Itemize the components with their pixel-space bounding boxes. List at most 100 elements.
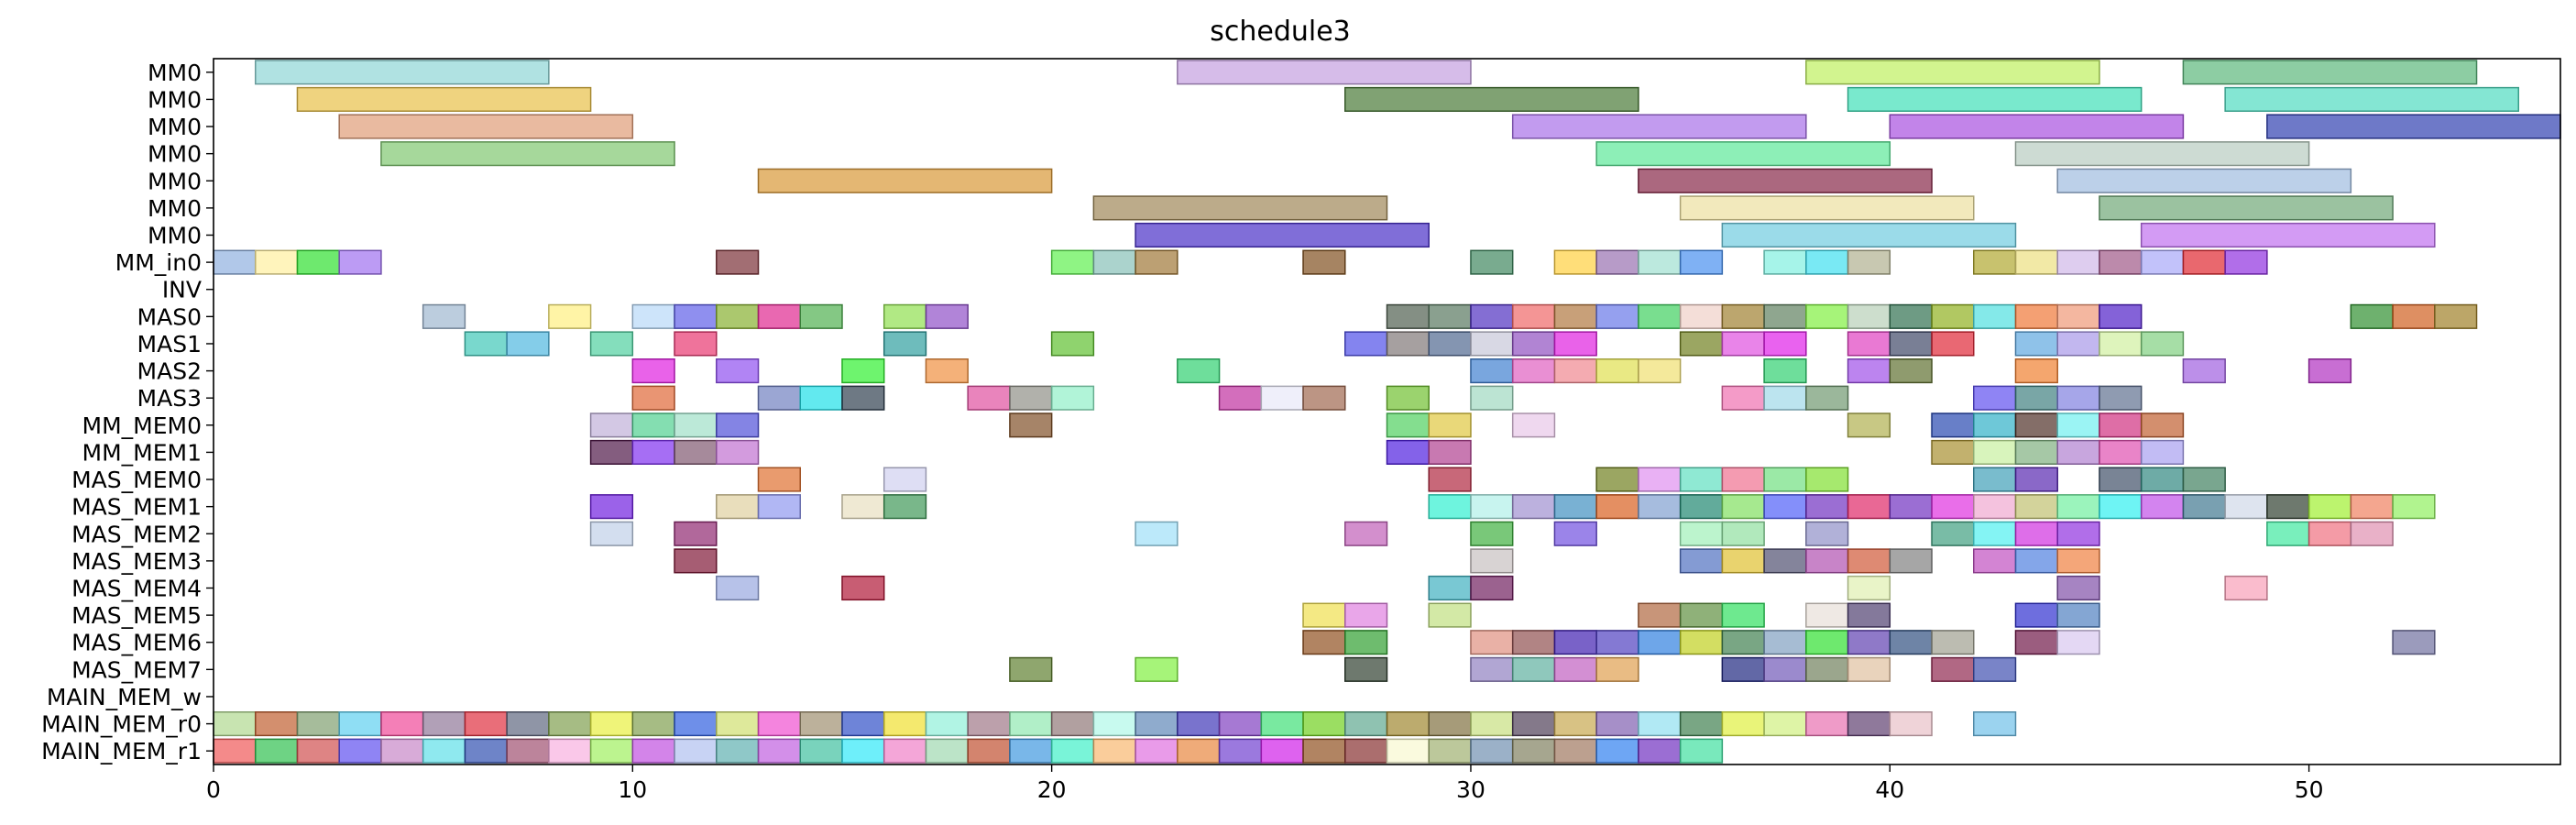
task-bar	[1847, 331, 1891, 357]
task-bar	[2014, 358, 2058, 384]
task-bar	[2140, 331, 2185, 357]
task-bar	[1302, 630, 1346, 655]
task-bar	[1595, 467, 1639, 492]
task-bar	[2099, 412, 2143, 438]
task-bar	[1805, 60, 2100, 85]
task-bar	[1889, 331, 1933, 357]
task-bar	[548, 303, 592, 329]
task-bar	[1470, 249, 1514, 275]
task-bar	[1553, 249, 1597, 275]
task-bar	[674, 738, 718, 764]
task-bar	[1763, 467, 1807, 492]
task-bar	[2099, 249, 2143, 275]
task-bar	[1638, 711, 1682, 737]
task-bar	[2056, 385, 2100, 411]
task-bar	[2014, 385, 2058, 411]
task-bar	[1889, 494, 1933, 520]
task-bar	[1763, 494, 1807, 520]
task-bar	[589, 711, 634, 737]
task-bar	[589, 494, 634, 520]
y-tick-label: MAS_MEM4	[71, 576, 202, 602]
task-bar	[674, 331, 718, 357]
task-bar	[1009, 385, 1053, 411]
task-bar	[1721, 521, 1765, 546]
task-bar	[1470, 575, 1514, 601]
task-bar	[2056, 548, 2100, 574]
y-tick-label: MM0	[148, 223, 202, 249]
task-bar	[1135, 521, 1178, 546]
task-bar	[1679, 467, 1724, 492]
chart-title: schedule3	[1210, 16, 1351, 48]
task-bar	[1428, 711, 1472, 737]
task-bar	[1679, 521, 1724, 546]
task-bar	[1553, 494, 1597, 520]
task-bar	[1428, 738, 1472, 764]
task-bar	[716, 711, 760, 737]
task-bar	[882, 303, 927, 329]
task-bar	[1428, 412, 1472, 438]
task-bar	[1973, 385, 2017, 411]
task-bar	[1050, 249, 1095, 275]
task-bar	[296, 711, 340, 737]
task-bar	[296, 86, 592, 112]
task-bar	[380, 711, 424, 737]
task-bar	[1721, 222, 2017, 248]
task-bar	[1595, 656, 1639, 682]
task-bar	[631, 303, 675, 329]
task-bar	[1847, 602, 1891, 628]
task-bar	[1218, 711, 1263, 737]
task-bar	[1931, 439, 1975, 465]
task-bar	[1638, 630, 1682, 655]
task-bar	[1763, 630, 1807, 655]
y-tick-label: MAS_MEM0	[71, 467, 202, 493]
task-bar	[1511, 738, 1556, 764]
task-bar	[1805, 303, 1849, 329]
task-bar	[422, 711, 466, 737]
task-bar	[1847, 358, 1891, 384]
task-bar	[1805, 521, 1849, 546]
task-bar	[338, 738, 382, 764]
task-bar	[674, 303, 718, 329]
task-bar	[1805, 630, 1849, 655]
task-bar	[338, 711, 382, 737]
task-bar	[2099, 385, 2143, 411]
task-bar	[1805, 548, 1849, 574]
task-bar	[2307, 521, 2352, 546]
task-bar	[925, 738, 969, 764]
task-bar	[631, 711, 675, 737]
y-tick-label: MAS2	[137, 358, 202, 385]
x-axis: 0 10 20 30 40 50	[206, 764, 2324, 803]
task-bar	[2099, 303, 2143, 329]
task-bar	[1931, 521, 1975, 546]
task-bar	[1386, 412, 1430, 438]
task-bar	[1889, 711, 1933, 737]
task-bar	[1679, 711, 1724, 737]
task-bar	[716, 412, 760, 438]
task-bar	[1177, 358, 1221, 384]
task-bar	[213, 738, 257, 764]
task-bar	[757, 303, 802, 329]
task-bar	[2056, 439, 2100, 465]
task-bar	[1679, 738, 1724, 764]
task-bar	[2350, 521, 2394, 546]
task-bar	[1177, 711, 1221, 737]
task-bar	[1847, 412, 1891, 438]
task-bar	[2014, 494, 2058, 520]
task-bar	[1470, 738, 1514, 764]
task-bar	[1344, 331, 1388, 357]
task-bar	[1135, 738, 1178, 764]
task-bar	[338, 114, 634, 139]
task-bar	[1344, 738, 1388, 764]
task-bar	[1638, 602, 1682, 628]
task-bar	[1847, 303, 1891, 329]
task-bar	[1973, 548, 2017, 574]
task-bar	[2182, 249, 2226, 275]
task-bar	[1679, 602, 1724, 628]
task-bar	[1135, 711, 1178, 737]
task-bar	[2099, 494, 2143, 520]
task-bar	[1763, 331, 1807, 357]
task-bar	[841, 738, 885, 764]
task-bar	[1511, 114, 1807, 139]
task-bar	[1092, 195, 1388, 221]
